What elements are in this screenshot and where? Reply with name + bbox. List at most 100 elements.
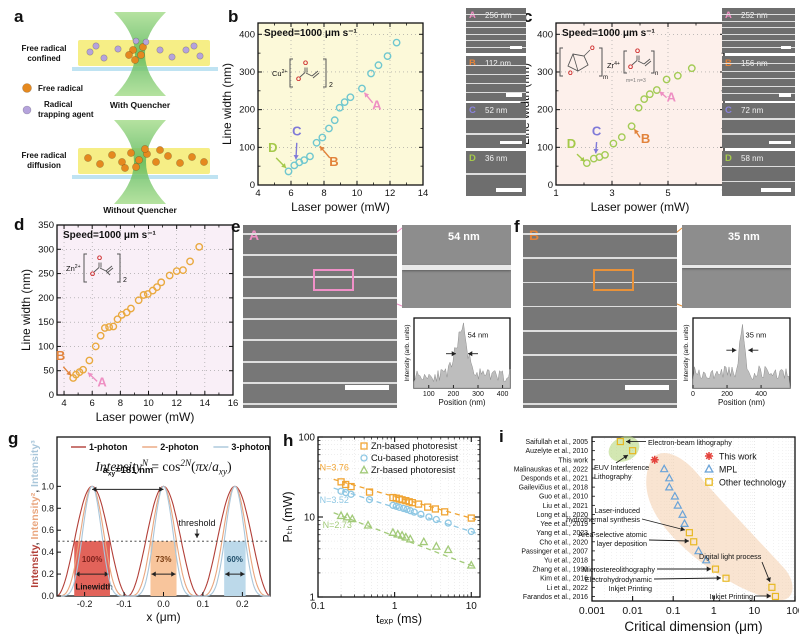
printed-line bbox=[722, 118, 795, 120]
x-tick-label: 8 bbox=[118, 398, 123, 409]
annotation-text: Inkjet Printing bbox=[709, 592, 753, 601]
arrow-head bbox=[579, 156, 585, 162]
x-tick-label: 6 bbox=[90, 398, 95, 409]
printed-line bbox=[722, 133, 795, 135]
reference-label: Saifullah et al., 2005 bbox=[526, 439, 589, 446]
chart-line bbox=[105, 270, 111, 276]
data-point-marker bbox=[405, 534, 415, 543]
legend-label: MPL bbox=[719, 465, 737, 475]
data-point-marker bbox=[306, 152, 314, 161]
data-point-marker bbox=[673, 71, 682, 80]
scale-bar bbox=[506, 93, 522, 97]
data-point-marker bbox=[365, 495, 374, 504]
data-point-marker bbox=[704, 463, 714, 473]
reference-label: Zhang et al., 1999 bbox=[532, 567, 588, 574]
free-radical-dot bbox=[156, 146, 164, 154]
reference-label: Liu et al., 2021 bbox=[543, 503, 588, 510]
data-point-marker bbox=[652, 86, 661, 94]
free-radical-dot bbox=[164, 152, 172, 160]
sem-zoom-inset: 54 nm bbox=[402, 225, 511, 308]
printed-line bbox=[722, 180, 795, 182]
y-axis-label: Intensity (arb. units) bbox=[404, 324, 411, 381]
annotation-text: Lithography bbox=[594, 472, 632, 481]
x-tick-label: 1 bbox=[711, 605, 717, 617]
point-label-B: B bbox=[641, 131, 650, 146]
trapping-agent-dot bbox=[168, 53, 176, 61]
data-point-marker bbox=[113, 315, 122, 324]
printed-line bbox=[722, 93, 795, 94]
arrow-head bbox=[659, 91, 665, 97]
chem-structure-zn: Zn2+ bbox=[66, 264, 81, 273]
panel-label-b: b bbox=[228, 7, 239, 26]
x-tick-label: -0.2 bbox=[77, 599, 93, 609]
printed-line bbox=[722, 14, 795, 16]
free-radical-dot bbox=[200, 158, 208, 166]
free-radical-dot bbox=[141, 145, 149, 153]
sem-image-A: A 252 nm bbox=[722, 8, 795, 53]
intensity-profile bbox=[413, 322, 511, 389]
linewidth-value: 54 nm bbox=[448, 231, 480, 243]
arrow-head bbox=[451, 351, 456, 357]
printed-line bbox=[523, 403, 677, 405]
chart-line bbox=[99, 267, 107, 272]
atom-O: O bbox=[303, 60, 308, 67]
data-point-marker bbox=[680, 518, 690, 527]
sem-overview-image: A bbox=[243, 225, 397, 408]
trapping-agent-dot bbox=[22, 105, 32, 115]
y-tick-label: 0 bbox=[250, 180, 255, 191]
data-point-marker bbox=[406, 507, 414, 515]
fwhm-label: 35 nm bbox=[746, 331, 767, 340]
panel-label-h: h bbox=[283, 431, 294, 450]
data-point-marker bbox=[284, 167, 293, 176]
chart-line bbox=[637, 60, 645, 65]
legend-label: 3-photon bbox=[231, 442, 270, 452]
data-point-marker bbox=[768, 583, 776, 591]
data-point-marker bbox=[687, 64, 696, 73]
data-point-marker bbox=[399, 504, 408, 513]
data-point-marker bbox=[347, 490, 355, 498]
data-point-marker bbox=[662, 75, 671, 84]
data-point-marker bbox=[153, 283, 161, 292]
x-axis-label: x (μm) bbox=[146, 610, 180, 624]
printed-line bbox=[523, 378, 677, 381]
chart-line bbox=[311, 70, 319, 77]
printed-line bbox=[466, 82, 526, 84]
data-point-marker bbox=[582, 159, 591, 168]
legend-label: Other technology bbox=[719, 478, 787, 488]
data-point-marker bbox=[617, 133, 626, 142]
x-tick-label: 16 bbox=[228, 398, 239, 409]
y-tick-label: 100 bbox=[298, 433, 315, 444]
arrow-head bbox=[66, 370, 72, 376]
data-point-marker bbox=[443, 544, 453, 554]
printed-line bbox=[243, 254, 397, 257]
data-point-marker bbox=[678, 509, 688, 518]
linewidth-value: 58 nm bbox=[741, 153, 764, 163]
arrow-head bbox=[87, 372, 93, 378]
data-point-marker bbox=[401, 532, 411, 541]
printed-line bbox=[523, 330, 677, 332]
data-point-marker bbox=[711, 565, 720, 573]
data-point-marker bbox=[79, 365, 87, 374]
chart-line bbox=[643, 58, 651, 65]
x-tick-label: 1 bbox=[392, 601, 398, 612]
arrow-head bbox=[75, 571, 80, 577]
plot-background bbox=[57, 225, 233, 395]
sem-image-C: C 52 nm bbox=[466, 103, 526, 148]
data-point-marker bbox=[392, 38, 401, 47]
printed-line bbox=[243, 339, 397, 342]
data-point-marker bbox=[389, 501, 397, 509]
sem-overview-image: B bbox=[523, 225, 677, 408]
printed-line bbox=[466, 14, 526, 16]
x-tick-label: 5 bbox=[665, 188, 670, 199]
legend-free-radical: Free radical bbox=[38, 84, 83, 93]
printed-line bbox=[243, 275, 397, 278]
data-point-marker bbox=[96, 331, 105, 340]
trapping-agent-dot bbox=[142, 38, 150, 46]
slope-label: N=3.52 bbox=[320, 495, 349, 505]
reference-label: Farandos et al., 2016 bbox=[523, 594, 588, 601]
y-tick-label: 1 bbox=[309, 593, 315, 604]
point-label-C: C bbox=[592, 123, 602, 138]
plot-title: Speed=1000 μm s⁻¹ bbox=[562, 28, 656, 39]
